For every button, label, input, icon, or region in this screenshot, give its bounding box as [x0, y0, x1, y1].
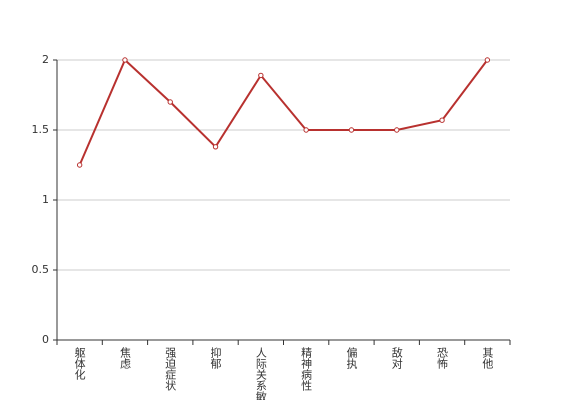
x-tick-label: 敌对: [390, 346, 403, 369]
x-tick-label: 精神病性: [300, 347, 313, 392]
y-tick-label: 1: [42, 193, 49, 206]
y-tick-label: 0.5: [32, 263, 50, 276]
x-tick-label: 人际关系敏感: [254, 347, 267, 400]
x-tick-label: 躯体化: [73, 347, 86, 381]
y-tick-label: 0: [42, 333, 49, 346]
point: [484, 57, 491, 63]
point: [212, 144, 219, 150]
x-tick-label: 强迫症状: [164, 347, 177, 391]
x-tick-label: 其他: [481, 347, 494, 369]
point: [76, 162, 83, 168]
line: [78, 58, 489, 166]
x-tick-label: 偏执: [345, 346, 358, 370]
point: [439, 117, 445, 123]
x-tick-label: 抑郁: [209, 346, 222, 369]
point: [394, 127, 400, 133]
x-tick-label: 焦虑: [118, 347, 131, 369]
point: [122, 57, 128, 63]
point: [303, 127, 309, 133]
x-tick-label: 恐怖: [436, 347, 449, 369]
point: [167, 99, 173, 105]
y-tick-label: 1.5: [32, 123, 50, 136]
point: [348, 127, 355, 133]
y-tick-label: 2: [42, 53, 49, 66]
point: [258, 72, 264, 79]
